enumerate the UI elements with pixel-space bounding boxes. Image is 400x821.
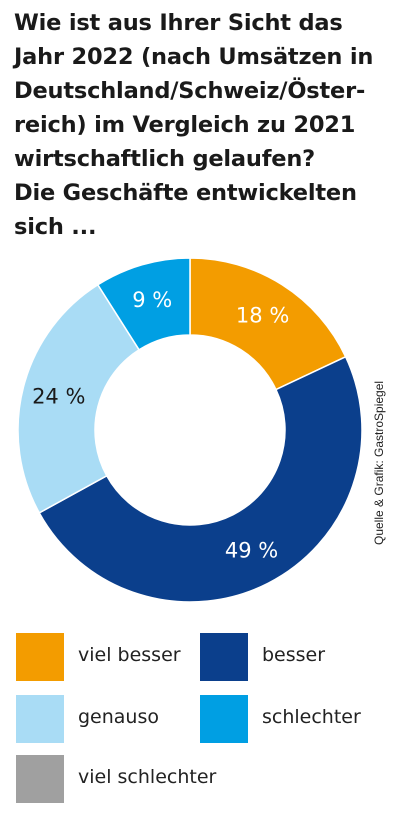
slice-value-label: 18 % — [236, 304, 289, 328]
legend-swatch — [200, 695, 248, 743]
slice-genauso — [17, 283, 141, 514]
legend-label: viel besser — [78, 644, 181, 666]
title-line: Die Geschäfte entwickelten — [14, 180, 357, 206]
legend-swatch — [16, 755, 64, 803]
slice-value-label: 9 % — [132, 288, 172, 312]
title-line: sich ... — [14, 214, 97, 240]
legend-label: besser — [262, 644, 326, 666]
slice-besser — [38, 355, 363, 603]
donut-chart: 18 % 49 % 24 % 9 % — [17, 257, 363, 603]
legend-label: schlechter — [262, 706, 361, 728]
title-line: Jahr 2022 (nach Umsätzen in — [14, 44, 374, 70]
legend-swatch — [200, 633, 248, 681]
chart-title: Wie ist aus Ihrer Sicht das Jahr 2022 (n… — [14, 6, 394, 244]
source-note: Quelle & Grafik: GastroSpiegel — [372, 380, 386, 545]
title-line: wirtschaftlich gelaufen? — [14, 146, 316, 172]
slice-value-label: 24 % — [32, 384, 85, 408]
legend-swatch — [16, 695, 64, 743]
slice-value-label: 49 % — [225, 539, 278, 563]
title-line: Deutschland/Schweiz/Öster- — [14, 78, 366, 104]
legend-swatch — [16, 633, 64, 681]
title-line: Wie ist aus Ihrer Sicht das — [14, 10, 343, 36]
slice-schlechter — [96, 257, 191, 351]
legend-label: genauso — [78, 706, 160, 728]
title-line: reich) im Vergleich zu 2021 — [14, 112, 356, 138]
legend-label: viel schlechter — [78, 766, 217, 788]
